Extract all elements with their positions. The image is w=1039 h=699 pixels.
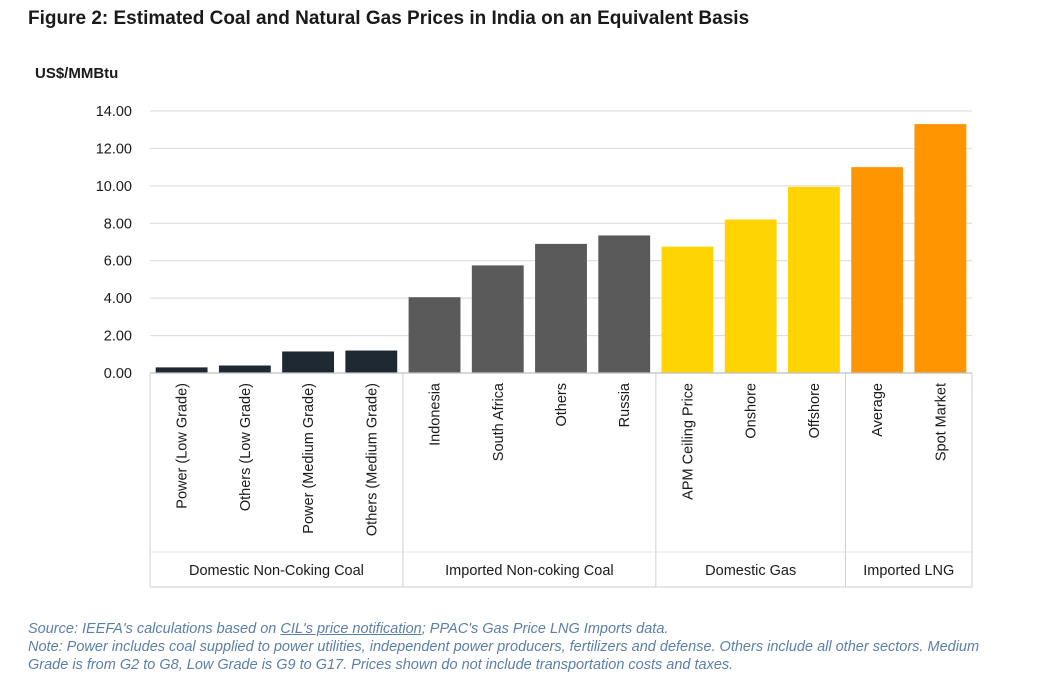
x-tick-label: Onshore [744,383,760,439]
bar [408,297,461,373]
notes: Source: IEEFA's calculations based on CI… [28,620,1018,674]
source-link[interactable]: CIL's price notification [280,621,422,637]
bar [471,265,524,373]
y-tick-label: 8.00 [104,216,132,232]
group-label: Imported Non-coking Coal [445,563,613,579]
source-suffix: ; PPAC's Gas Price LNG Imports data. [421,621,669,637]
x-tick-label: APM Ceiling Price [680,383,696,500]
bar [535,243,587,373]
bar [914,124,967,373]
y-axis-label: US$/MMBtu [35,65,118,82]
bar [155,367,208,373]
bar-chart: US$/MMBtu 0.00 2.00 4.00 6.00 8.00 10.00 12.00 1… [35,65,973,588]
bar [598,235,651,373]
source-note: Source: IEEFA's calculations based on CI… [28,620,1018,638]
group-label: Imported LNG [863,563,954,579]
x-tick-label: Others [554,383,570,427]
figure-title: Figure 2: Estimated Coal and Natural Gas… [28,8,750,29]
y-tick-label: 12.00 [96,141,132,157]
x-tick-label: Spot Market [933,383,949,461]
y-tick-label: 0.00 [104,366,132,382]
explanatory-note: Note: Power includes coal supplied to po… [28,639,980,673]
bar [345,350,398,373]
x-tick-label: Russia [617,382,633,427]
y-tick-label: 2.00 [104,329,132,345]
group-label: Domestic Non-Coking Coal [189,563,364,579]
chart-container: US$/MMBtu 0.00 2.00 4.00 6.00 8.00 10.00 12.00 1… [0,50,1039,610]
y-tick-label: 4.00 [104,291,132,307]
bar [282,351,335,373]
x-tick-label: South Africa [491,382,507,461]
x-tick-label: Offshore [807,383,823,438]
bar [661,246,714,373]
x-tick-label: Average [870,383,886,437]
y-tick-label: 10.00 [96,179,132,195]
bar [787,186,840,373]
x-tick-label: Others (Low Grade) [238,383,254,511]
x-tick-label: Power (Medium Grade) [301,383,317,534]
y-tick-label: 14.00 [96,104,132,120]
bar [724,219,777,373]
x-tick-label: Indonesia [428,382,444,446]
x-tick-label: Others (Medium Grade) [364,383,380,536]
source-prefix: Source: IEEFA's calculations based on [28,621,281,637]
y-tick-label: 6.00 [104,254,132,270]
group-label: Domestic Gas [705,563,796,579]
bar [218,365,271,373]
bar [851,167,904,373]
x-tick-label: Power (Low Grade) [175,383,191,509]
